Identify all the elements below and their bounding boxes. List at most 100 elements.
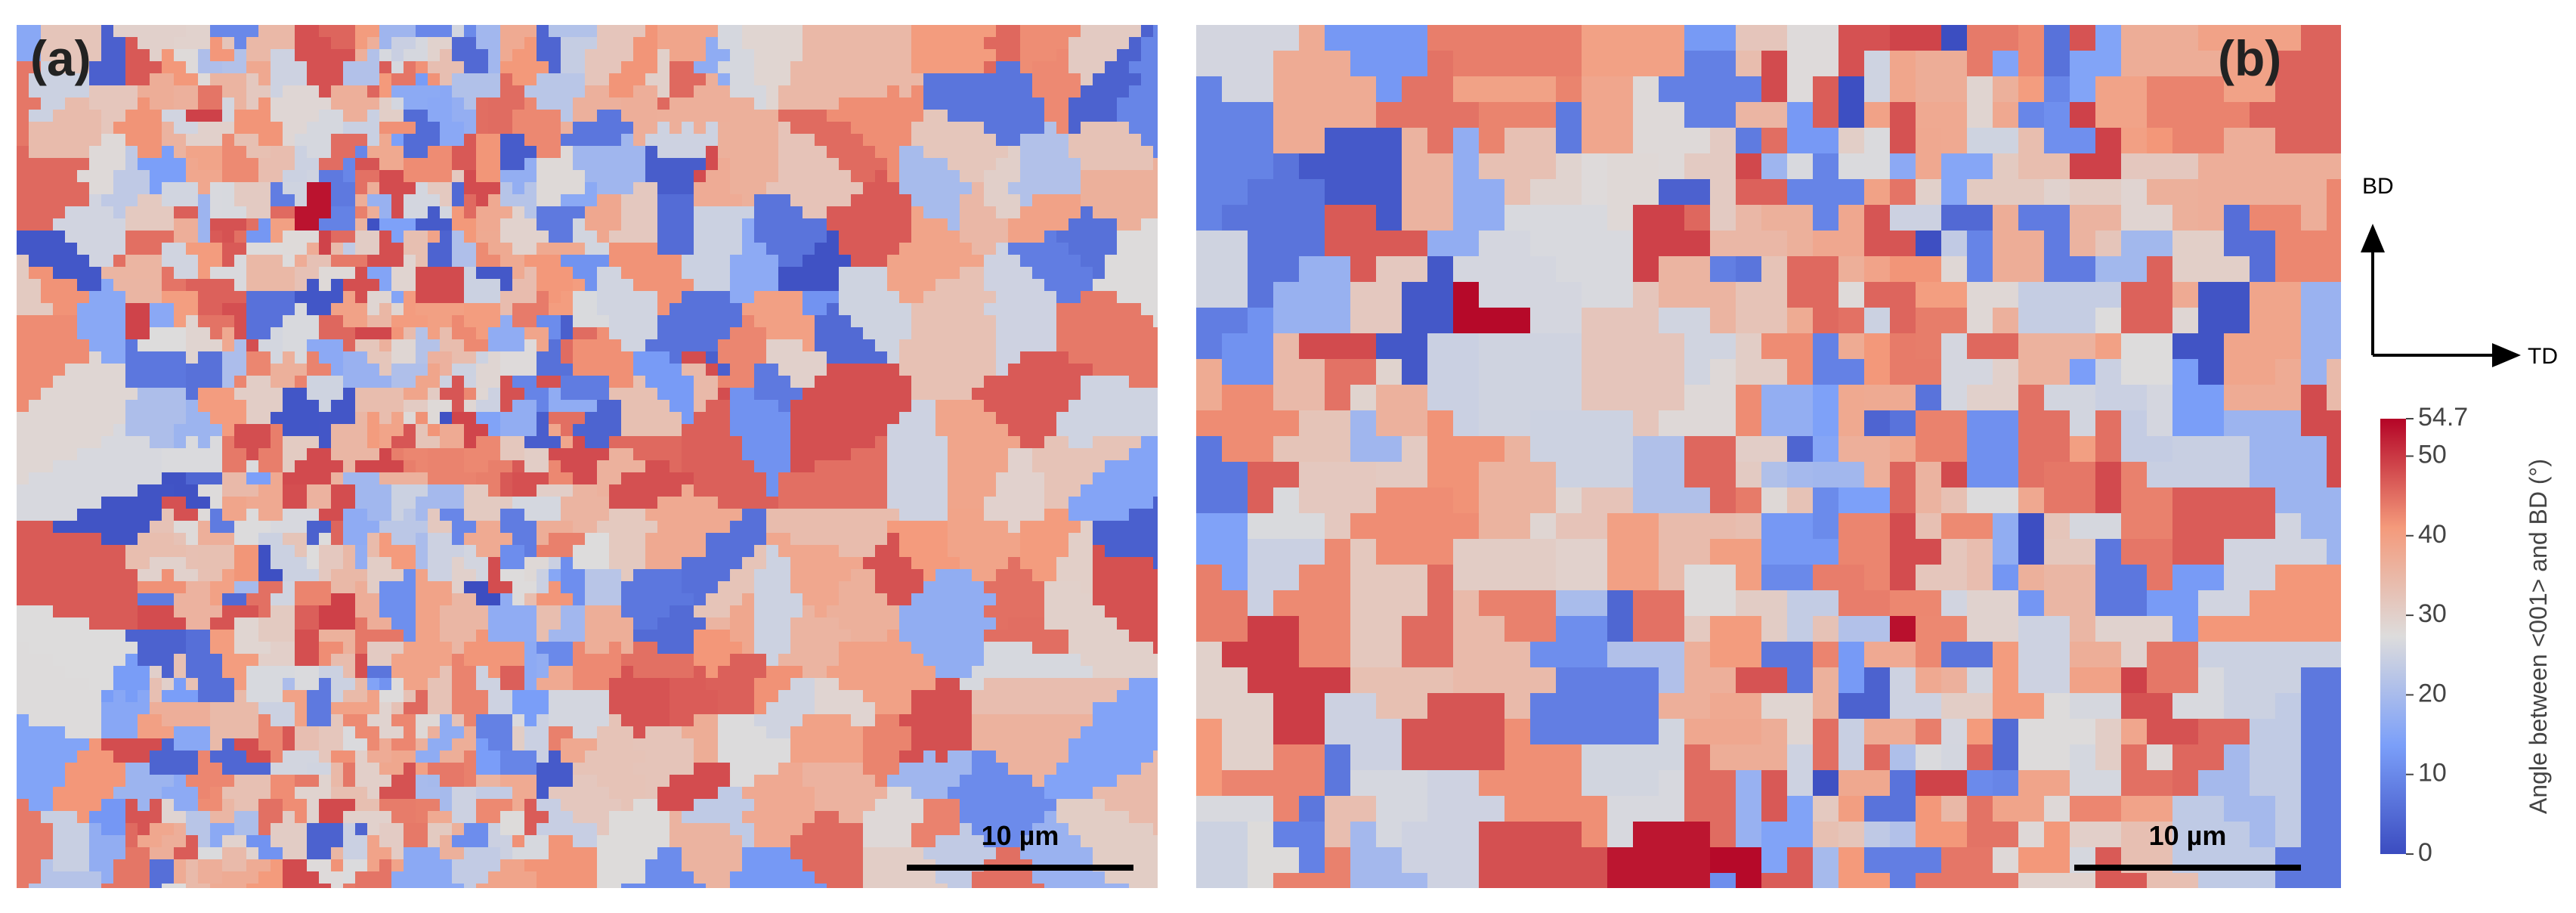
grain [802,376,815,388]
grain [41,134,54,147]
grain [41,533,54,546]
grain [887,557,900,570]
grain [633,61,646,74]
grain [404,49,416,62]
grain [573,303,586,316]
grain [911,327,924,340]
grain [827,37,840,50]
grain [125,605,138,618]
grain [283,291,295,304]
grain [65,218,78,231]
grain [742,545,755,558]
grain [174,557,187,570]
grain [101,327,114,340]
grain [645,37,658,50]
grain [573,73,586,86]
grain [585,497,598,509]
grain [101,134,114,147]
grain [573,279,586,292]
grain [718,557,731,570]
grain [476,315,489,328]
grain [416,484,428,497]
grain [428,412,441,425]
grain [53,412,66,425]
grain [440,521,453,534]
grain [150,448,162,461]
grain [537,291,549,304]
grain [319,521,332,534]
grain [1020,364,1033,376]
grain [1093,521,1106,534]
grain [609,25,622,38]
grain [633,279,646,292]
grain [972,376,985,388]
grain [633,460,646,473]
grain [537,605,549,618]
grain [271,110,283,122]
grain [718,472,731,485]
grain [113,279,126,292]
grain [815,364,827,376]
grain [150,533,162,546]
grain [343,472,356,485]
grain [1008,593,1021,606]
grain [742,339,755,352]
grain [428,339,441,352]
grain [500,327,513,340]
grain [343,170,356,183]
grain [657,231,670,243]
grain [561,73,574,86]
grain [355,605,368,618]
grain [972,61,985,74]
grain [174,593,187,606]
grain [537,412,549,425]
grain [162,339,175,352]
grain [512,569,525,582]
grain [17,303,29,316]
grain [645,110,658,122]
grain [500,206,513,219]
grain [839,484,852,497]
grain [754,218,767,231]
grain [899,73,912,86]
grain [234,110,247,122]
grain [657,472,670,485]
grain [851,351,864,364]
grain [404,243,416,255]
grain [754,376,767,388]
grain [1008,388,1021,401]
grain [899,279,912,292]
grain [476,545,489,558]
grain [319,569,332,582]
grain [948,61,960,74]
grain [186,110,199,122]
grain [512,327,525,340]
grain [355,327,368,340]
grain [561,617,574,630]
grain [65,158,78,171]
grain [561,122,574,135]
grain [343,97,356,110]
grain [718,412,731,425]
grain [476,279,489,292]
grain [1068,630,1081,642]
grain [198,351,211,364]
grain [53,509,66,521]
grain [645,351,658,364]
grain [621,509,634,521]
grain [77,484,90,497]
grain [331,255,344,268]
grain [198,569,211,582]
grain [89,182,102,195]
grain [355,122,368,135]
grain [246,110,259,122]
grain [1117,593,1130,606]
grain [1117,267,1130,280]
grain [186,61,199,74]
grain [815,557,827,570]
grain [17,484,29,497]
grain [778,460,791,473]
grain [996,351,1009,364]
grain [1068,315,1081,328]
grain [77,545,90,558]
